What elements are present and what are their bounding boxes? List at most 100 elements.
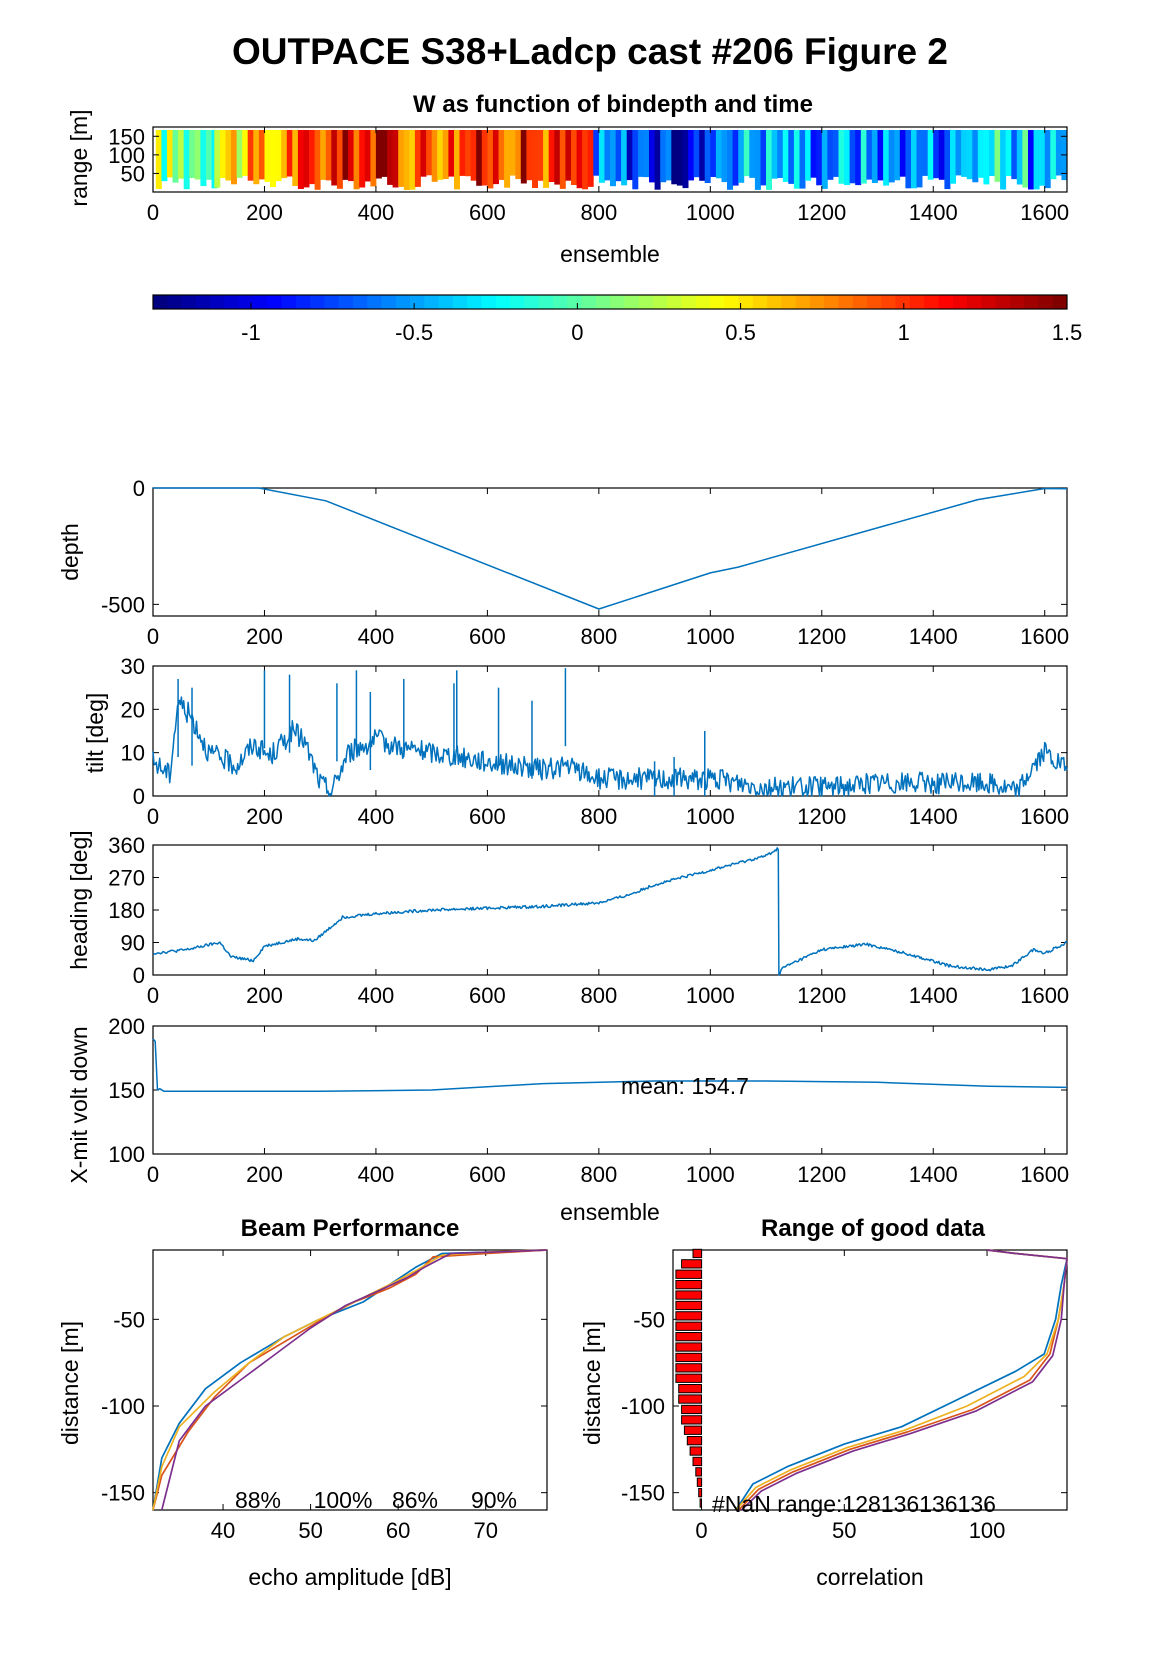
heatmap-cell — [194, 130, 201, 180]
xmit-xlabel: ensemble — [560, 1199, 660, 1225]
nan-bar — [675, 1342, 703, 1352]
tilt-panel: 0 200 400 600 800 1000 1200 1400 1600 0 10 20 30 til… — [82, 654, 1069, 829]
heatmap-cell — [370, 130, 377, 187]
colorbar-swatch — [809, 295, 825, 309]
colorbar-swatch — [295, 295, 311, 309]
heatmap-cell — [336, 130, 343, 189]
tilt-ytick-label: 0 — [133, 784, 145, 809]
heatmap-cells — [155, 130, 1068, 190]
heatmap-cell — [582, 130, 589, 190]
colorbar-swatch — [467, 295, 482, 309]
colorbar-swatch — [367, 295, 382, 309]
depth-series-line — [153, 487, 1068, 610]
beam-ytick-label: -150 — [101, 1481, 145, 1506]
heatmap-cell — [236, 130, 243, 178]
nan-bar — [692, 1248, 703, 1259]
heatmap-cell — [693, 130, 700, 178]
heading-ytick-label: 360 — [108, 833, 145, 858]
tilt-series-line — [152, 696, 1068, 797]
colorbar-swatch — [481, 295, 497, 309]
heatmap-cell — [810, 130, 817, 178]
heatmap-cell — [637, 130, 644, 177]
beam-percent-label: 100% — [314, 1487, 373, 1513]
heatmap-cell — [704, 130, 711, 183]
xmit-xtick-label: 1600 — [1020, 1162, 1069, 1187]
heatmap-cell — [766, 130, 772, 190]
colorbar-swatch — [210, 295, 225, 309]
heatmap-cell — [275, 130, 282, 182]
heatmap-cell — [849, 130, 856, 184]
colorbar-swatch — [795, 295, 811, 309]
heatmap-cell — [493, 130, 499, 185]
colorbar-swatch — [581, 295, 597, 309]
heatmap-cell — [454, 130, 460, 190]
heatmap-cell — [342, 130, 349, 180]
colorbar-swatch — [952, 295, 968, 309]
heatmap-cell — [297, 130, 304, 189]
nan-bar — [681, 1415, 703, 1425]
beam-series-line-4 — [160, 1249, 548, 1511]
xmit-axes-box — [152, 1025, 1068, 1155]
tilt-xtick-label: 800 — [580, 804, 617, 829]
colorbar-tick-label: 1 — [898, 320, 910, 345]
heading-ytick-label: 270 — [108, 866, 145, 891]
xmit-xtick-label: 600 — [469, 1162, 506, 1187]
heatmap-xtick-label: 800 — [580, 200, 617, 225]
beam-percent-label: 90% — [471, 1487, 517, 1513]
tilt-xtick-label: 1000 — [686, 804, 735, 829]
colorbar-swatch — [652, 295, 668, 309]
heatmap-cell — [314, 130, 321, 190]
heatmap-cell — [481, 130, 488, 186]
colorbar-swatch — [1052, 295, 1068, 309]
beam-xtick-label: 40 — [211, 1518, 235, 1543]
heatmap-cell — [944, 130, 951, 190]
heading-ytick-label: 90 — [121, 931, 145, 956]
heatmap-cell — [559, 130, 566, 189]
heatmap-cell — [660, 130, 667, 183]
range-ytick-label: -150 — [621, 1481, 665, 1506]
tilt-xtick-label: 1600 — [1020, 804, 1069, 829]
heatmap-cell — [498, 130, 505, 180]
heatmap-cell — [225, 130, 232, 181]
figure-title: OUTPACE S38+Ladcp cast #206 Figure 2 — [232, 31, 948, 72]
heatmap-cell — [264, 130, 271, 182]
heatmap-cell — [1039, 130, 1046, 186]
colorbar-swatch — [153, 295, 168, 309]
heatmap-cell — [821, 130, 828, 189]
heatmap-cell — [871, 130, 878, 183]
xmit-annotation: mean: 154.7 — [621, 1073, 749, 1099]
heatmap-cell — [598, 130, 605, 183]
heatmap-cell — [414, 130, 421, 187]
heatmap-cell — [576, 130, 583, 189]
heading-xtick-label: 1400 — [909, 983, 958, 1008]
colorbar: -1 -0.5 0 0.5 1 1.5 — [152, 294, 1082, 345]
heatmap-cell — [844, 130, 851, 186]
heatmap-cell — [431, 130, 438, 182]
heatmap-cell — [1055, 130, 1062, 176]
colorbar-swatch — [738, 295, 754, 309]
beam-percent-label: 86% — [392, 1487, 438, 1513]
heatmap-cell — [838, 130, 845, 184]
heatmap-xtick-label: 600 — [469, 200, 506, 225]
range-axes-box — [672, 1249, 1068, 1511]
heatmap-cell — [855, 130, 862, 186]
heatmap-cell — [286, 130, 293, 177]
nan-bar — [675, 1373, 703, 1383]
heatmap-cell — [543, 130, 550, 188]
colorbar-swatch — [938, 295, 954, 309]
heatmap-cell — [994, 130, 1001, 182]
heatmap-cell — [214, 130, 221, 188]
heatmap-cell — [1005, 130, 1012, 176]
range-xtick-label: 50 — [832, 1518, 856, 1543]
heatmap-cell — [933, 130, 940, 179]
colorbar-swatch — [510, 295, 525, 309]
tilt-ytick-label: 20 — [121, 697, 145, 722]
heatmap-cell — [1028, 130, 1034, 190]
colorbar-swatch — [224, 295, 240, 309]
heatmap-cell — [788, 130, 795, 184]
heatmap-title: W as function of bindepth and time — [413, 91, 813, 118]
heatmap-cell — [381, 130, 388, 177]
heatmap-cell — [189, 130, 196, 178]
heatmap-cell — [392, 130, 399, 188]
heatmap-cell — [732, 130, 739, 186]
